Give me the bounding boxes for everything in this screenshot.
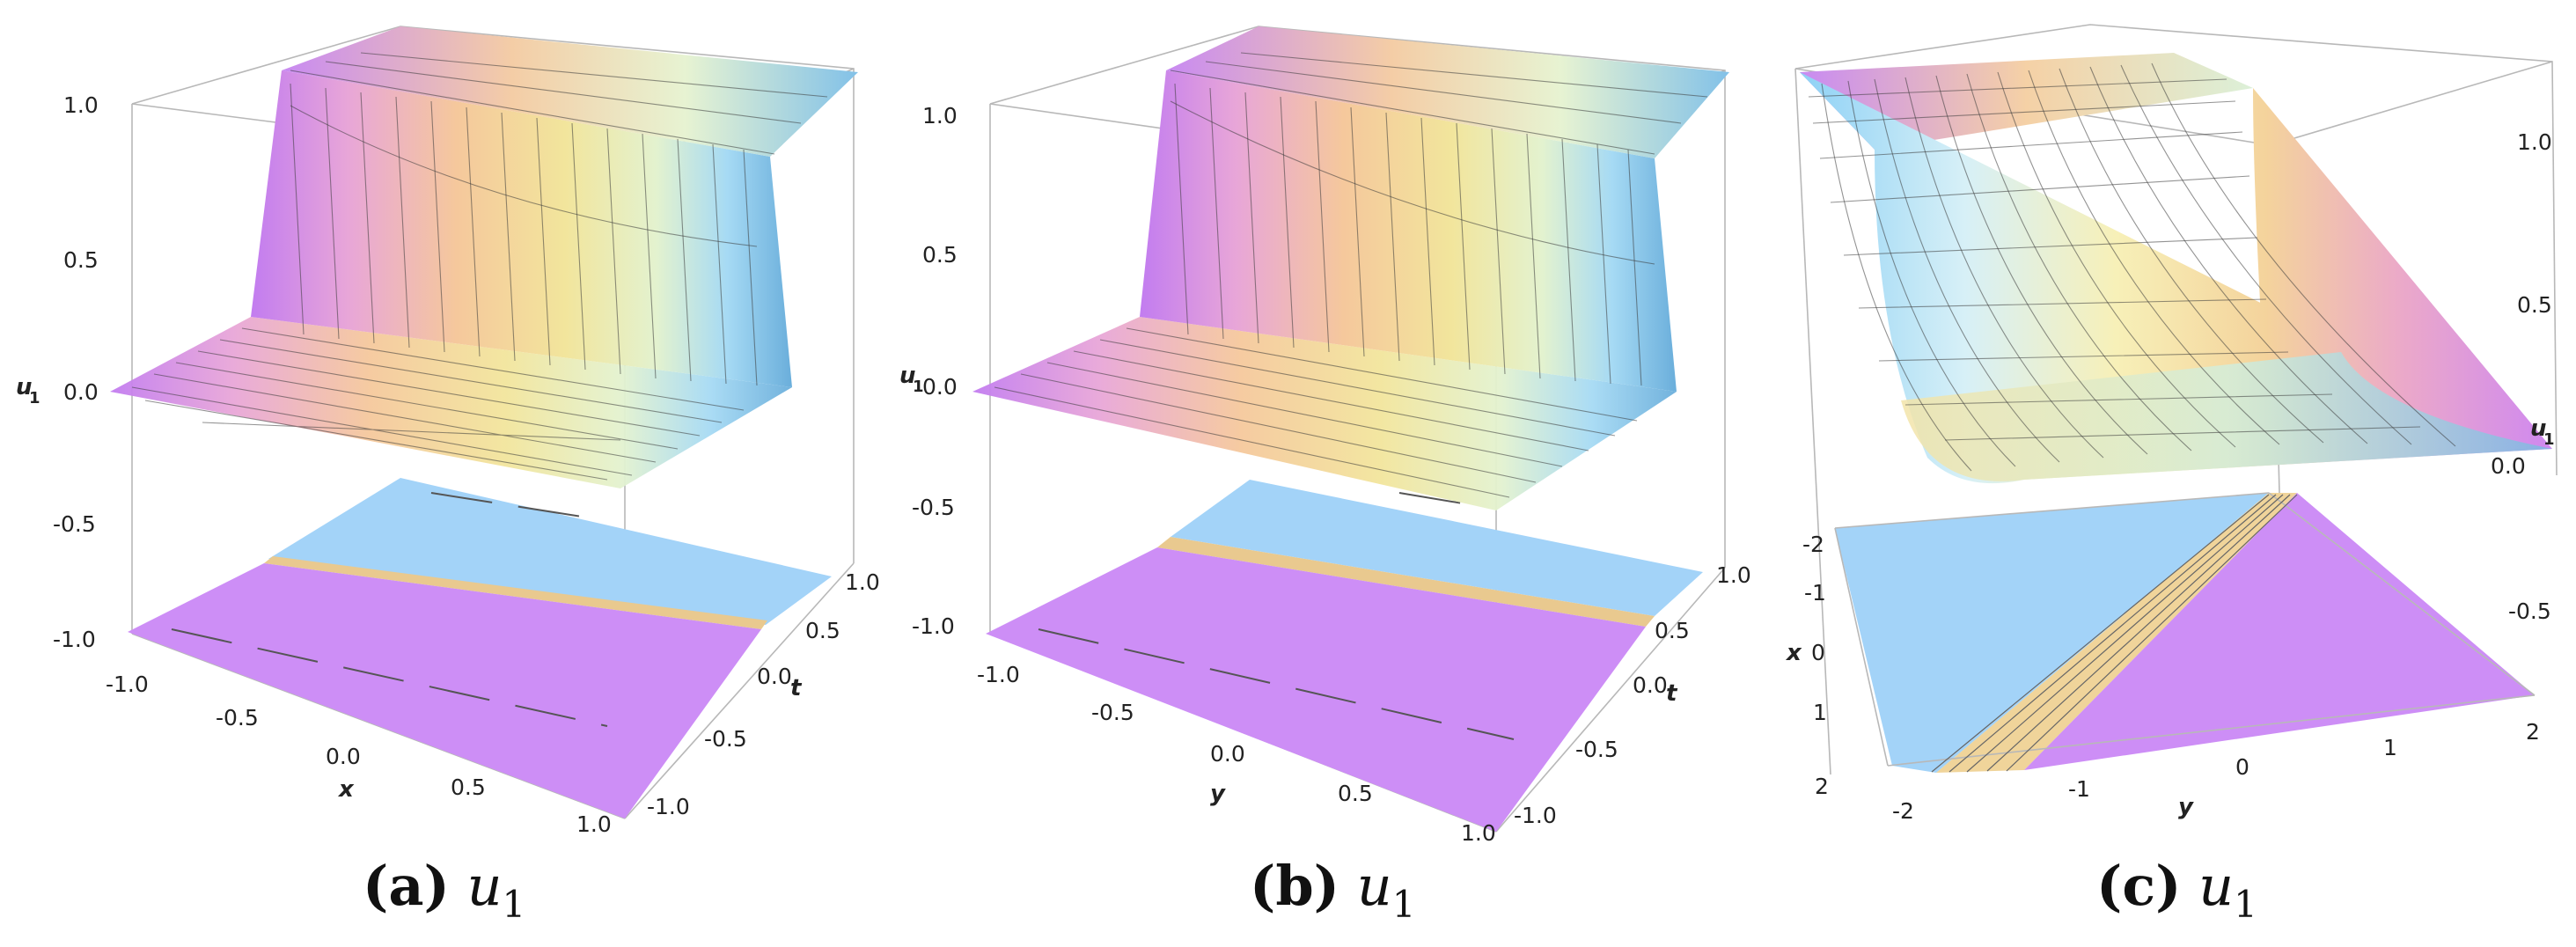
svg-text:-0.5: -0.5: [2508, 598, 2551, 624]
axis-box-back: [131, 26, 855, 563]
svg-text:-1.0: -1.0: [647, 794, 690, 819]
svg-text:1.0: 1.0: [1461, 820, 1496, 846]
svg-text:-0.5: -0.5: [704, 726, 747, 752]
svg-text:-0.5: -0.5: [1575, 737, 1618, 762]
svg-text:1.0: 1.0: [922, 103, 958, 128]
svg-text:1.0: 1.0: [1716, 562, 1751, 588]
svg-text:1.0: 1.0: [2517, 129, 2552, 155]
contour-plane-low: [986, 547, 1646, 832]
svg-text:1: 1: [1813, 700, 1827, 725]
contour-plane-high: [1171, 480, 1703, 616]
svg-text:0.5: 0.5: [2517, 292, 2552, 318]
surface-low-plateau: [110, 317, 792, 488]
svg-text:u: u: [16, 374, 33, 400]
surface-step-wall: [251, 70, 792, 387]
svg-text:0.5: 0.5: [922, 242, 958, 268]
svg-text:y: y: [2178, 794, 2194, 820]
svg-text:-0.5: -0.5: [912, 495, 955, 520]
t-axis-b: 1.0 0.5 0.0 -0.5 -1.0 t: [1514, 562, 1751, 828]
panel-c: 1.0 0.5 0.0 -0.5 u 1 -2 -1 0 1 2 x -2 -1…: [1760, 0, 2576, 947]
contour-plane-band: [1157, 537, 1655, 627]
surface-floor: [1901, 352, 2552, 481]
svg-text:y: y: [1210, 781, 1226, 807]
contour-plane-band: [264, 556, 767, 629]
svg-text:0.0: 0.0: [757, 664, 792, 689]
svg-text:-2: -2: [1892, 798, 1914, 824]
svg-text:0.0: 0.0: [63, 379, 99, 405]
y-axis-c: -2 -1 0 1 2 y: [1892, 719, 2540, 824]
z-axis-b: 1.0 0.5 0.0 -0.5 -1.0 u 1: [899, 103, 958, 639]
caption-a: (a) u1: [363, 854, 526, 926]
svg-text:0.0: 0.0: [1210, 741, 1245, 767]
surface-plot-c: 1.0 0.5 0.0 -0.5 u 1 -2 -1 0 1 2 x -2 -1…: [1785, 24, 2558, 824]
svg-text:-1.0: -1.0: [53, 627, 96, 652]
surface-plot-b: 1.0 0.5 0.0 -0.5 -1.0 u 1 -1.0 -0.5 0.0 …: [899, 26, 1751, 846]
caption-b: (b) u1: [1250, 854, 1416, 926]
svg-text:0.0: 0.0: [922, 374, 958, 400]
svg-text:1.0: 1.0: [576, 811, 612, 837]
svg-text:0: 0: [2235, 754, 2249, 780]
svg-text:u: u: [899, 363, 916, 389]
svg-text:t: t: [1666, 680, 1678, 707]
svg-text:0.5: 0.5: [805, 618, 840, 643]
svg-text:-1: -1: [1804, 580, 1826, 606]
surface-plot-a: 1.0 0.5 0.0 -0.5 -1.0 u 1 -1.0 -0.5 0.0 …: [16, 26, 880, 837]
z-axis-a: 1.0 0.5 0.0 -0.5 -1.0 u 1: [16, 92, 99, 652]
svg-text:-1.0: -1.0: [1514, 803, 1557, 828]
svg-text:t: t: [790, 675, 803, 701]
svg-text:-1.0: -1.0: [106, 672, 149, 697]
svg-text:1: 1: [2383, 735, 2397, 760]
surface-mesh-a: [131, 52, 828, 481]
svg-text:u: u: [2530, 415, 2547, 442]
svg-text:0: 0: [1811, 640, 1825, 665]
svg-text:1: 1: [913, 378, 924, 396]
svg-text:0.5: 0.5: [451, 774, 486, 800]
svg-text:0.0: 0.0: [2491, 453, 2526, 479]
svg-text:0.0: 0.0: [326, 744, 361, 769]
t-axis-a: 1.0 0.5 0.0 -0.5 -1.0 t: [647, 569, 880, 819]
svg-text:0.5: 0.5: [1655, 618, 1690, 643]
contour-plane-low: [128, 563, 761, 819]
svg-text:1.0: 1.0: [63, 92, 99, 118]
svg-text:0.0: 0.0: [1633, 672, 1668, 698]
svg-text:0.5: 0.5: [1338, 781, 1373, 806]
svg-text:-1.0: -1.0: [912, 613, 955, 639]
svg-text:x: x: [337, 776, 355, 803]
svg-text:0.5: 0.5: [63, 247, 99, 273]
surface-mesh-c: [1808, 62, 2456, 472]
svg-text:-0.5: -0.5: [216, 705, 259, 730]
panel-a: 1.0 0.5 0.0 -0.5 -1.0 u 1 -1.0 -0.5 0.0 …: [0, 0, 880, 947]
surface-mesh-b: [994, 52, 1708, 498]
x-axis-b: -1.0 -0.5 0.0 0.5 1.0 y: [977, 662, 1496, 846]
svg-text:x: x: [1785, 640, 1802, 666]
x-axis-a: -1.0 -0.5 0.0 0.5 1.0 x: [106, 672, 612, 837]
x-axis-c: -2 -1 0 1 2 x: [1785, 532, 1829, 799]
svg-text:-0.5: -0.5: [53, 511, 96, 537]
axis-box-back: [1794, 24, 2558, 476]
contour-lines: [1931, 494, 2298, 773]
svg-text:-1: -1: [2068, 776, 2090, 802]
svg-text:1: 1: [29, 389, 40, 407]
contour-plane-high: [268, 478, 832, 625]
contour-plane-band: [1936, 493, 2297, 773]
caption-c: (c) u1: [2096, 854, 2257, 926]
svg-text:-2: -2: [1802, 532, 1824, 557]
svg-text:1: 1: [2543, 430, 2555, 449]
svg-text:-0.5: -0.5: [1091, 700, 1134, 725]
surface-top-plateau: [1800, 53, 2253, 150]
svg-text:-1.0: -1.0: [977, 662, 1020, 687]
contour-plane-low: [2024, 493, 2535, 770]
panel-b: 1.0 0.5 0.0 -0.5 -1.0 u 1 -1.0 -0.5 0.0 …: [880, 0, 1751, 947]
svg-text:2: 2: [2526, 719, 2540, 745]
contour-plane-high: [1835, 493, 2269, 773]
svg-text:2: 2: [1815, 774, 1829, 799]
svg-text:1.0: 1.0: [845, 569, 880, 595]
z-axis-c: 1.0 0.5 0.0 -0.5 u 1: [2491, 129, 2555, 624]
axis-box-back: [989, 26, 1726, 568]
